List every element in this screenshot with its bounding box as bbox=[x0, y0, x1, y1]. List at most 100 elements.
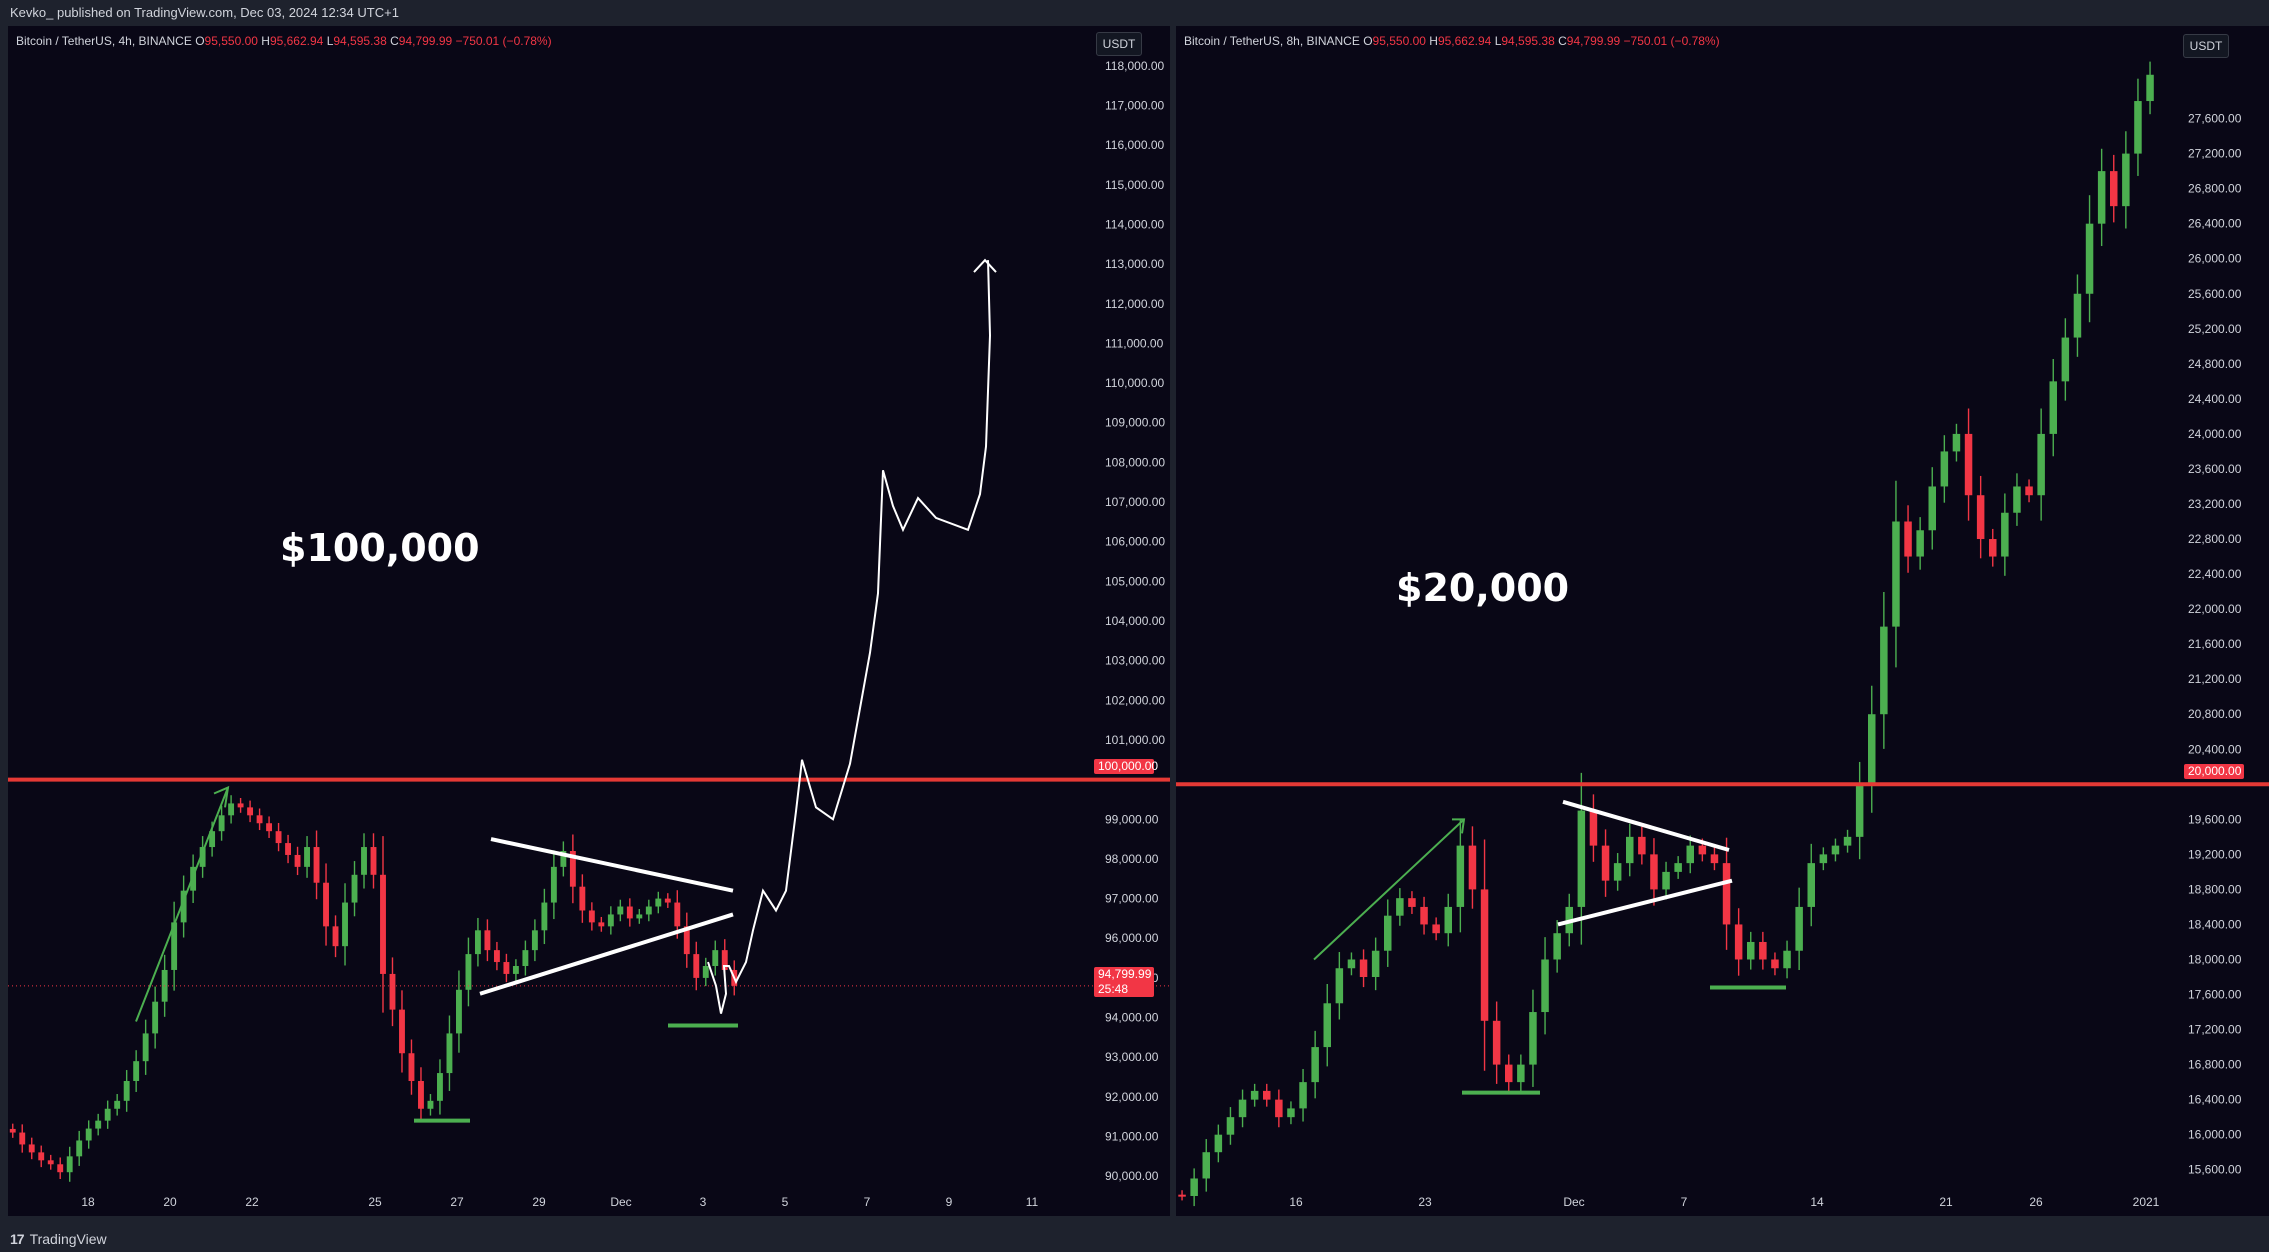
y-axis-tick-label: 18,400.00 bbox=[2188, 917, 2242, 931]
y-axis-tick-label: 103,000.00 bbox=[1105, 654, 1165, 668]
high-label: H bbox=[1429, 34, 1438, 48]
candle-body bbox=[1662, 871, 1670, 890]
candle-body bbox=[1178, 1194, 1186, 1197]
candle-body bbox=[1287, 1108, 1295, 1118]
open-value: 95,550.00 bbox=[204, 34, 258, 48]
candle-body bbox=[1819, 854, 1828, 864]
brand-name[interactable]: TradingView bbox=[29, 1231, 107, 1247]
candle-body bbox=[1347, 959, 1356, 969]
candle-body bbox=[1504, 1064, 1513, 1083]
chart-pane-left[interactable]: 90,000.00 91,000.00 92,000.00 93,000.00 94,0… bbox=[8, 26, 1170, 1216]
candle-body bbox=[9, 1128, 16, 1133]
chart-canvas-left[interactable]: 90,000.00 91,000.00 92,000.00 93,000.00 94,0… bbox=[8, 26, 1170, 1216]
x-axis-tick-label: 23 bbox=[1418, 1195, 1432, 1209]
footer-bar: 17 TradingView bbox=[0, 1226, 2269, 1252]
candle-body bbox=[1988, 539, 1997, 557]
candle-body bbox=[2037, 433, 2045, 496]
triangle-lower-line bbox=[1557, 878, 1733, 927]
currency-button-right[interactable]: USDT bbox=[2183, 34, 2229, 58]
candle-body bbox=[1323, 1003, 1332, 1048]
candle-body bbox=[2146, 74, 2154, 102]
y-axis-tick-label: 20,400.00 bbox=[2188, 742, 2242, 756]
y-axis-tick-label: 20,800.00 bbox=[2188, 707, 2242, 721]
x-axis-tick-label: 29 bbox=[532, 1195, 546, 1209]
candle-body bbox=[1517, 1064, 1525, 1083]
chart-canvas-right[interactable]: 15,600.00 16,000.00 16,400.00 16,800.00 17,2… bbox=[1176, 26, 2269, 1216]
candle-body bbox=[437, 1073, 443, 1101]
candle-body bbox=[541, 902, 548, 931]
candle-body bbox=[218, 815, 225, 832]
tradingview-logo-icon[interactable]: 17 bbox=[10, 1231, 25, 1247]
y-axis-tick-label: 21,600.00 bbox=[2188, 637, 2242, 651]
candle-body bbox=[1444, 906, 1453, 934]
candle-body bbox=[361, 847, 367, 875]
candle-body bbox=[142, 1033, 149, 1062]
candle-body bbox=[1976, 495, 1985, 540]
y-axis-tick-label: 105,000.00 bbox=[1105, 574, 1165, 588]
candle-body bbox=[57, 1164, 64, 1173]
y-axis-tick-label: 25,600.00 bbox=[2188, 287, 2242, 301]
candle-body bbox=[1771, 959, 1779, 969]
triangle-upper-line bbox=[1562, 799, 1730, 852]
candle-body bbox=[1492, 1020, 1501, 1065]
candle-body bbox=[304, 847, 310, 867]
candle-body bbox=[228, 803, 235, 816]
currency-button-left[interactable]: USDT bbox=[1096, 32, 1142, 56]
candle-body bbox=[1541, 959, 1549, 1013]
x-axis-tick-label: 16 bbox=[1289, 1195, 1303, 1209]
y-axis-tick-label: 17,600.00 bbox=[2188, 988, 2242, 1002]
x-axis-tick-label: 14 bbox=[1810, 1195, 1824, 1209]
projection-arrow-head bbox=[973, 258, 997, 273]
close-label: C bbox=[1558, 34, 1567, 48]
x-axis-tick-label: 3 bbox=[700, 1195, 707, 1209]
candle-body bbox=[104, 1108, 111, 1121]
candle-body bbox=[408, 1053, 415, 1081]
trend-arrow-head bbox=[1452, 818, 1466, 834]
candle-body bbox=[1589, 810, 1598, 846]
y-axis-tick-label: 19,600.00 bbox=[2188, 812, 2242, 826]
candle-body bbox=[1226, 1117, 1235, 1135]
candle-body bbox=[2061, 337, 2070, 382]
last-price-tag: 94,799.99 25:48 bbox=[1094, 967, 1154, 997]
candle-body bbox=[1928, 486, 1937, 531]
trend-arrow-line bbox=[1313, 818, 1465, 961]
low-label: L bbox=[1494, 34, 1502, 48]
key-level-tag-left: 100,000.00 bbox=[1094, 759, 1158, 774]
y-axis-tick-label: 104,000.00 bbox=[1105, 614, 1165, 628]
projection-path bbox=[707, 260, 992, 1014]
candle-body bbox=[2097, 171, 2106, 224]
candle-body bbox=[342, 902, 348, 947]
candle-body bbox=[626, 906, 633, 919]
candle-body bbox=[550, 866, 557, 903]
candle-body bbox=[683, 926, 690, 955]
candle-body bbox=[1371, 950, 1380, 978]
candle-body bbox=[171, 922, 178, 970]
y-axis-tick-label: 26,800.00 bbox=[2188, 182, 2242, 196]
candle-body bbox=[95, 1120, 102, 1129]
close-value: 94,799.99 bbox=[1566, 34, 1621, 48]
candle-body bbox=[664, 898, 671, 903]
y-axis-tick-label: 18,800.00 bbox=[2188, 882, 2242, 896]
candle-body bbox=[1456, 845, 1465, 907]
bar-countdown: 25:48 bbox=[1098, 982, 1129, 996]
close-label: C bbox=[390, 34, 399, 48]
candle-body bbox=[1238, 1099, 1247, 1118]
y-axis-tick-label: 24,000.00 bbox=[2188, 427, 2242, 441]
candle-body bbox=[1638, 836, 1646, 855]
candle-body bbox=[389, 973, 396, 1010]
x-axis-tick-label: 26 bbox=[2029, 1195, 2043, 1209]
candle-body bbox=[1529, 1012, 1537, 1065]
x-axis-tick-label: 25 bbox=[368, 1195, 382, 1209]
candle-body bbox=[1299, 1082, 1307, 1109]
x-axis-tick-label: 21 bbox=[1939, 1195, 1953, 1209]
candle-body bbox=[1880, 626, 1888, 715]
candle-body bbox=[455, 989, 462, 1034]
candle-body bbox=[1250, 1090, 1259, 1100]
candle-body bbox=[209, 831, 216, 848]
candle-body bbox=[266, 823, 273, 832]
high-value: 95,662.94 bbox=[269, 34, 324, 48]
y-axis-tick-label: 16,000.00 bbox=[2188, 1128, 2242, 1142]
candle-body bbox=[522, 950, 529, 966]
chart-pane-right[interactable]: 15,600.00 16,000.00 16,400.00 16,800.00 17,2… bbox=[1176, 26, 2269, 1216]
candle-body bbox=[1625, 836, 1634, 864]
